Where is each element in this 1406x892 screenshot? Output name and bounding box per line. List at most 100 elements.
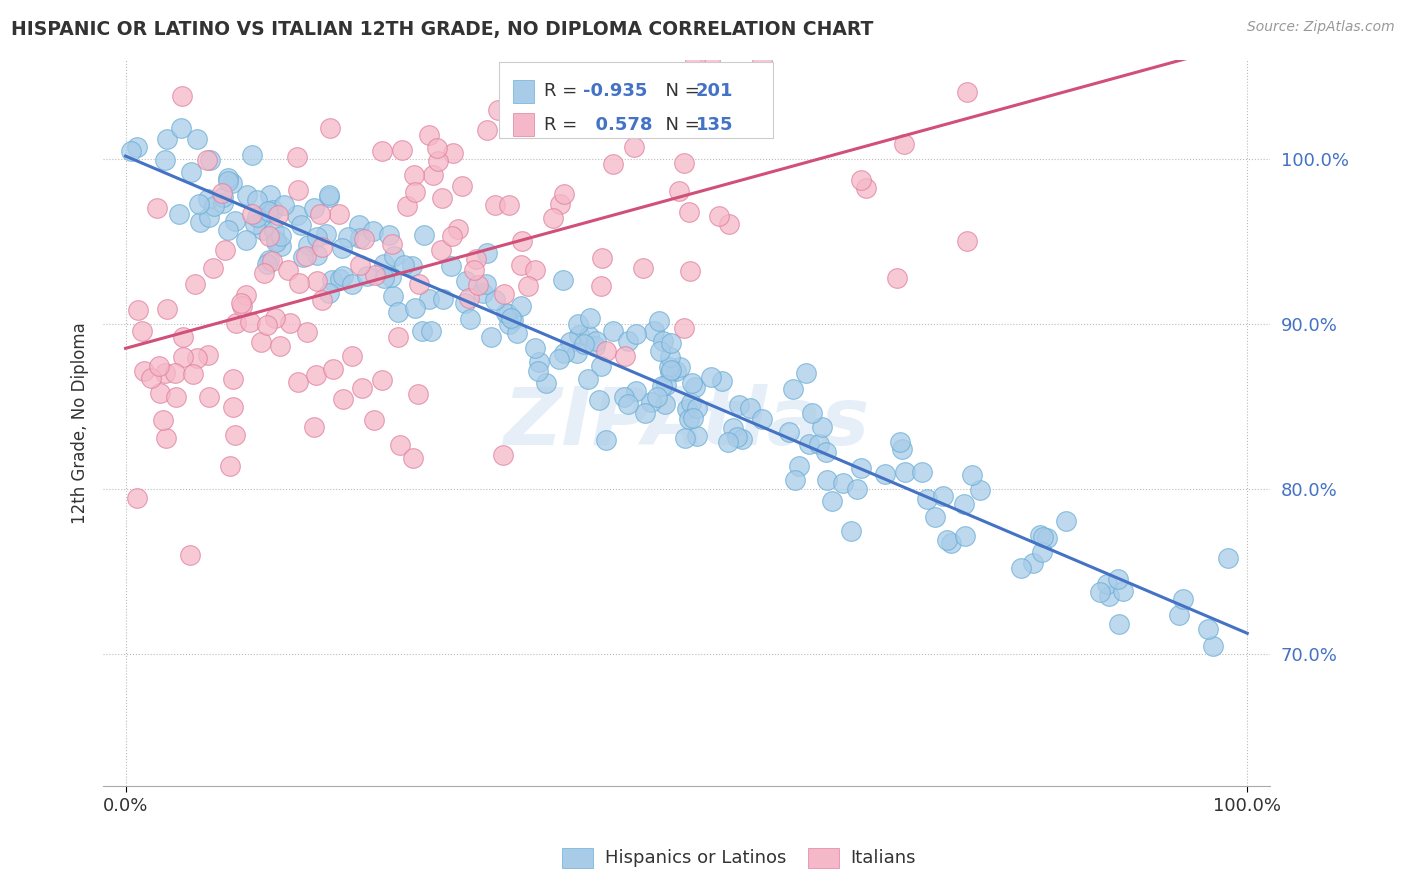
Hispanics or Latinos xyxy=(411,324,433,338)
Hispanics or Latinos xyxy=(634,405,657,419)
Italians xyxy=(256,318,278,332)
Hispanics or Latinos xyxy=(125,140,148,154)
Hispanics or Latinos xyxy=(579,311,602,326)
Italians xyxy=(430,244,453,258)
Hispanics or Latinos xyxy=(567,317,589,331)
Italians xyxy=(295,326,318,340)
Hispanics or Latinos xyxy=(686,401,709,416)
Italians xyxy=(181,367,204,381)
Hispanics or Latinos xyxy=(799,437,821,451)
Italians xyxy=(211,186,233,201)
Italians xyxy=(387,330,409,344)
Italians xyxy=(441,145,464,160)
Hispanics or Latinos xyxy=(1098,589,1121,603)
Hispanics or Latinos xyxy=(404,301,426,315)
Italians xyxy=(179,548,201,562)
Italians xyxy=(623,139,645,153)
Hispanics or Latinos xyxy=(120,145,142,159)
Italians xyxy=(517,278,540,293)
Hispanics or Latinos xyxy=(246,194,269,208)
Italians xyxy=(553,186,575,201)
Hispanics or Latinos xyxy=(558,335,581,350)
Text: ZIPAtlas: ZIPAtlas xyxy=(503,384,869,462)
Italians xyxy=(683,53,706,67)
Italians xyxy=(350,381,373,395)
Italians xyxy=(163,366,186,380)
Italians xyxy=(426,140,449,154)
Italians xyxy=(257,228,280,243)
Italians xyxy=(127,491,149,505)
Italians xyxy=(893,136,915,151)
Hispanics or Latinos xyxy=(349,231,371,245)
Italians xyxy=(886,271,908,285)
Hispanics or Latinos xyxy=(738,401,761,416)
Hispanics or Latinos xyxy=(212,195,235,210)
Hispanics or Latinos xyxy=(373,256,395,270)
Italians xyxy=(465,252,488,266)
Italians xyxy=(956,234,979,248)
Italians xyxy=(267,208,290,222)
Hispanics or Latinos xyxy=(302,201,325,215)
Hispanics or Latinos xyxy=(259,188,281,202)
Hispanics or Latinos xyxy=(711,374,734,388)
Italians xyxy=(426,154,449,169)
Italians xyxy=(717,217,740,231)
Italians xyxy=(155,431,177,445)
Italians xyxy=(548,196,571,211)
Hispanics or Latinos xyxy=(585,334,607,348)
Hispanics or Latinos xyxy=(807,436,830,450)
Hispanics or Latinos xyxy=(186,132,208,146)
Hispanics or Latinos xyxy=(262,203,284,218)
Hispanics or Latinos xyxy=(565,346,588,360)
Italians xyxy=(198,390,221,404)
Hispanics or Latinos xyxy=(821,494,844,508)
Hispanics or Latinos xyxy=(180,164,202,178)
Hispanics or Latinos xyxy=(297,237,319,252)
Hispanics or Latinos xyxy=(475,277,498,291)
Hispanics or Latinos xyxy=(1171,592,1194,607)
Italians xyxy=(165,390,187,404)
Hispanics or Latinos xyxy=(1090,585,1112,599)
Italians xyxy=(408,277,430,292)
Hispanics or Latinos xyxy=(235,233,257,247)
Italians xyxy=(851,172,873,186)
Hispanics or Latinos xyxy=(378,227,401,242)
Hispanics or Latinos xyxy=(291,250,314,264)
Italians xyxy=(195,153,218,168)
Hispanics or Latinos xyxy=(256,204,278,219)
Italians xyxy=(404,169,426,183)
Italians xyxy=(494,286,516,301)
Hispanics or Latinos xyxy=(681,396,703,410)
Italians xyxy=(305,368,328,382)
Hispanics or Latinos xyxy=(924,509,946,524)
Hispanics or Latinos xyxy=(471,286,494,301)
Hispanics or Latinos xyxy=(198,153,221,167)
Italians xyxy=(311,293,333,307)
Hispanics or Latinos xyxy=(257,253,280,268)
Hispanics or Latinos xyxy=(640,395,662,409)
Hispanics or Latinos xyxy=(217,174,239,188)
Italians xyxy=(277,263,299,277)
Italians xyxy=(457,291,479,305)
Hispanics or Latinos xyxy=(273,198,295,212)
Italians xyxy=(408,387,430,401)
Italians xyxy=(422,168,444,182)
Italians xyxy=(222,401,245,415)
Hispanics or Latinos xyxy=(156,132,179,146)
Italians xyxy=(240,206,263,220)
Hispanics or Latinos xyxy=(495,305,517,319)
Italians xyxy=(467,278,489,293)
Hispanics or Latinos xyxy=(717,435,740,450)
Hispanics or Latinos xyxy=(332,269,354,284)
Hispanics or Latinos xyxy=(380,270,402,285)
Hispanics or Latinos xyxy=(270,228,292,243)
Hispanics or Latinos xyxy=(841,524,863,538)
Hispanics or Latinos xyxy=(198,211,221,225)
Italians xyxy=(218,458,240,473)
Italians xyxy=(391,143,413,157)
Hispanics or Latinos xyxy=(548,352,571,367)
Italians xyxy=(132,364,155,378)
Hispanics or Latinos xyxy=(960,468,983,483)
Italians xyxy=(678,205,700,219)
Hispanics or Latinos xyxy=(221,177,243,191)
